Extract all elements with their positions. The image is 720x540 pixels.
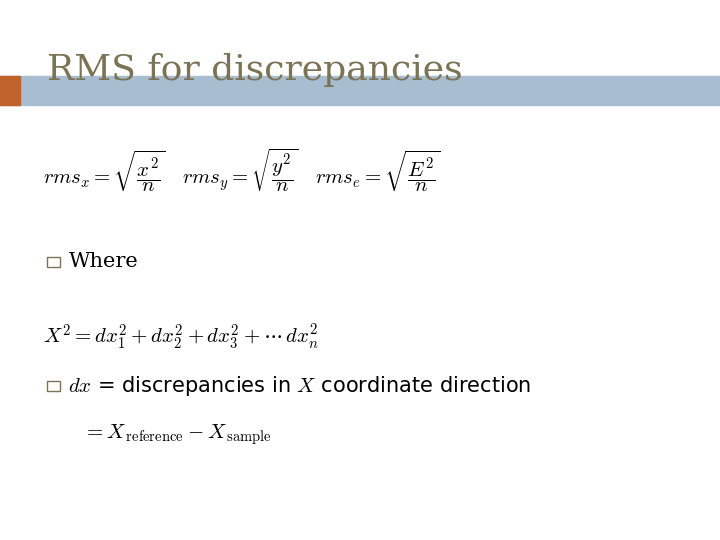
Text: RMS for discrepancies: RMS for discrepancies bbox=[47, 53, 462, 87]
Text: $\mathit{dx}$ = discrepancies in $X$ coordinate direction: $\mathit{dx}$ = discrepancies in $X$ coo… bbox=[68, 374, 531, 398]
Text: $\mathit{rms}_x = \sqrt{\dfrac{x^2}{n}} \quad \mathit{rms}_y = \sqrt{\dfrac{y^2}: $\mathit{rms}_x = \sqrt{\dfrac{x^2}{n}} … bbox=[43, 146, 441, 194]
Text: Where: Where bbox=[68, 252, 138, 272]
Text: $X^2 = dx_1^2 + dx_2^2 + dx_3^2 + \cdots\, dx_n^2$: $X^2 = dx_1^2 + dx_2^2 + dx_3^2 + \cdots… bbox=[43, 323, 319, 352]
Text: $= X_{\,\mathrm{reference}} - X_{\,\mathrm{sample}}$: $= X_{\,\mathrm{reference}} - X_{\,\math… bbox=[83, 422, 271, 447]
